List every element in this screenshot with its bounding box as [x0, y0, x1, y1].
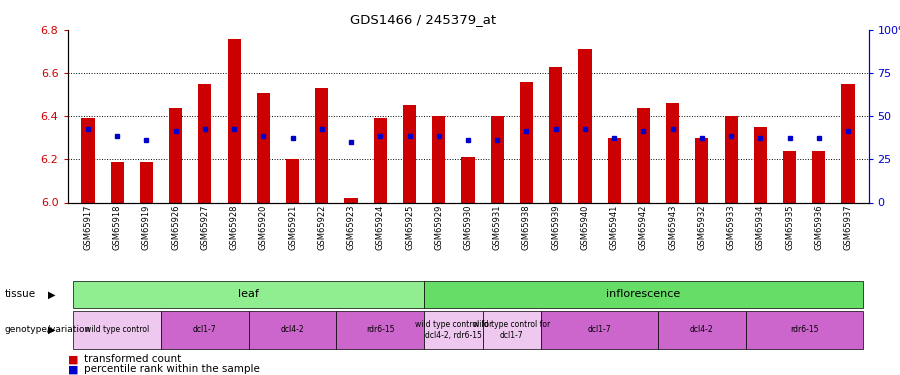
Bar [842, 84, 855, 203]
Bar [286, 159, 299, 202]
Text: GSM65928: GSM65928 [230, 205, 238, 250]
Text: ▶: ▶ [48, 325, 55, 335]
Text: GSM65936: GSM65936 [814, 205, 824, 251]
Text: transformed count: transformed count [84, 354, 181, 364]
FancyBboxPatch shape [424, 281, 863, 308]
Text: GSM65923: GSM65923 [346, 205, 356, 250]
FancyBboxPatch shape [746, 311, 863, 349]
Text: dcl1-7: dcl1-7 [194, 326, 217, 334]
Bar [345, 198, 357, 202]
Bar [228, 39, 240, 203]
Bar [403, 105, 416, 202]
FancyBboxPatch shape [73, 281, 424, 308]
Text: GSM65919: GSM65919 [142, 205, 151, 250]
Bar [696, 138, 708, 202]
FancyBboxPatch shape [541, 311, 658, 349]
Text: wild type control for
dcl1-7: wild type control for dcl1-7 [473, 320, 551, 340]
Text: GSM65932: GSM65932 [698, 205, 706, 250]
Bar [637, 108, 650, 202]
FancyBboxPatch shape [482, 311, 541, 349]
Bar [783, 151, 796, 202]
Text: percentile rank within the sample: percentile rank within the sample [84, 364, 259, 374]
Text: GSM65921: GSM65921 [288, 205, 297, 250]
Bar [491, 116, 504, 202]
Text: dcl4-2: dcl4-2 [281, 326, 304, 334]
Bar [754, 127, 767, 202]
Text: GSM65931: GSM65931 [492, 205, 501, 250]
Bar [432, 116, 446, 202]
Text: GSM65918: GSM65918 [112, 205, 122, 250]
Text: GSM65937: GSM65937 [843, 205, 852, 251]
FancyBboxPatch shape [73, 311, 161, 349]
Text: GSM65930: GSM65930 [464, 205, 472, 250]
Text: GSM65924: GSM65924 [376, 205, 385, 250]
Text: GSM65939: GSM65939 [551, 205, 560, 250]
Bar [374, 118, 387, 202]
FancyBboxPatch shape [161, 311, 248, 349]
Bar [111, 162, 124, 202]
FancyBboxPatch shape [337, 311, 424, 349]
Text: leaf: leaf [238, 290, 259, 299]
Text: ■: ■ [68, 354, 78, 364]
Text: GSM65935: GSM65935 [785, 205, 794, 250]
Bar [462, 157, 474, 203]
FancyBboxPatch shape [658, 311, 746, 349]
Text: GSM65925: GSM65925 [405, 205, 414, 250]
Bar [520, 82, 533, 203]
Bar [256, 93, 270, 202]
Text: GSM65929: GSM65929 [435, 205, 444, 250]
Text: ▶: ▶ [48, 290, 55, 299]
Text: dcl1-7: dcl1-7 [588, 326, 611, 334]
Text: GSM65917: GSM65917 [84, 205, 93, 250]
Text: ■: ■ [68, 364, 78, 374]
Bar [724, 116, 738, 202]
Bar [315, 88, 328, 202]
Bar [549, 67, 562, 203]
Bar [608, 138, 621, 202]
Bar [579, 50, 591, 202]
Bar [812, 151, 825, 202]
Text: GSM65927: GSM65927 [201, 205, 210, 250]
Bar [81, 118, 94, 202]
Text: GSM65942: GSM65942 [639, 205, 648, 250]
Text: GSM65926: GSM65926 [171, 205, 180, 250]
Text: GSM65943: GSM65943 [668, 205, 677, 250]
Text: wild type control for
dcl4-2, rdr6-15: wild type control for dcl4-2, rdr6-15 [415, 320, 492, 340]
Text: wild type control: wild type control [86, 326, 149, 334]
Text: tissue: tissue [4, 290, 36, 299]
FancyBboxPatch shape [424, 311, 482, 349]
Text: rdr6-15: rdr6-15 [790, 326, 818, 334]
Text: GSM65941: GSM65941 [609, 205, 618, 250]
Text: GSM65933: GSM65933 [726, 205, 735, 251]
Text: GSM65934: GSM65934 [756, 205, 765, 250]
FancyBboxPatch shape [248, 311, 337, 349]
Text: GSM65940: GSM65940 [580, 205, 590, 250]
Text: dcl4-2: dcl4-2 [690, 326, 714, 334]
Bar [666, 104, 680, 202]
Text: genotype/variation: genotype/variation [4, 326, 91, 334]
Bar [169, 108, 182, 202]
Text: GSM65920: GSM65920 [259, 205, 268, 250]
Bar [198, 84, 212, 203]
Bar [140, 162, 153, 202]
Text: inflorescence: inflorescence [607, 290, 680, 299]
Text: GDS1466 / 245379_at: GDS1466 / 245379_at [350, 13, 496, 26]
Text: GSM65922: GSM65922 [318, 205, 327, 250]
Text: rdr6-15: rdr6-15 [366, 326, 394, 334]
Text: GSM65938: GSM65938 [522, 205, 531, 251]
